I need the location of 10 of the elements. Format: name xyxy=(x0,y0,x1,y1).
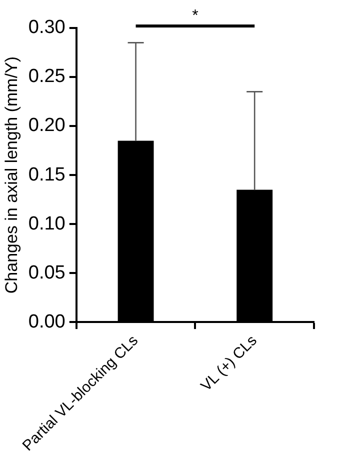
y-tick-label: 0.20 xyxy=(28,115,66,136)
y-tick-label: 0.05 xyxy=(28,262,66,284)
y-tick-label: 0.30 xyxy=(28,17,66,38)
y-tick-label: 0.10 xyxy=(28,213,66,234)
y-tick-label: 0.25 xyxy=(28,66,66,88)
y-axis-title: Changes in axial length (mm/Y) xyxy=(2,56,21,294)
y-tick-label: 0.00 xyxy=(28,311,66,332)
y-tick-label: 0.15 xyxy=(28,164,66,186)
x-tick-label: VL (+) CLs xyxy=(198,332,260,395)
text: * xyxy=(192,7,198,24)
